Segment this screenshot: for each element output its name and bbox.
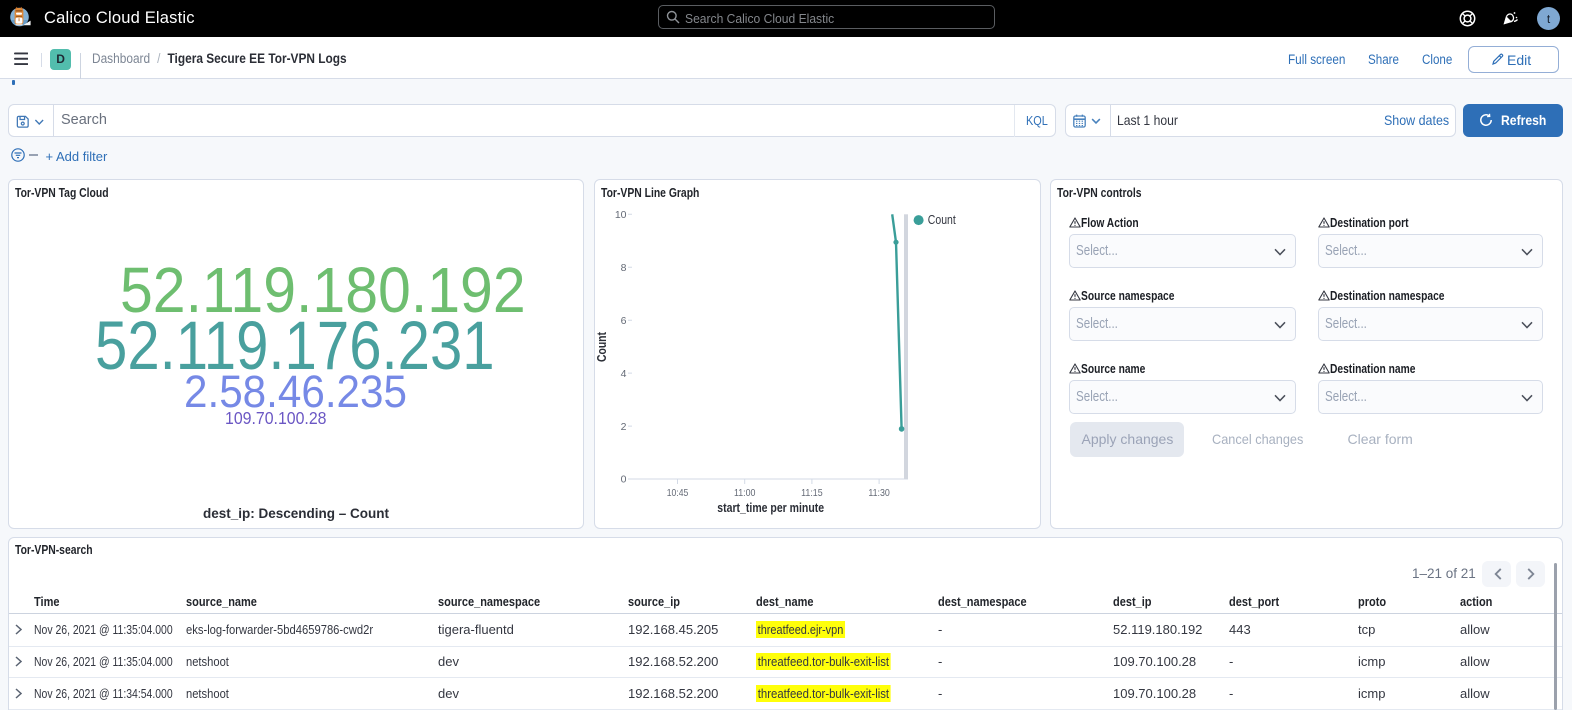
svg-text:6: 6	[621, 315, 627, 327]
svg-text:Count: Count	[595, 331, 609, 362]
svg-text:11:15: 11:15	[801, 487, 823, 499]
svg-text:10:45: 10:45	[667, 487, 689, 499]
svg-text:0: 0	[621, 474, 627, 486]
svg-text:11:00: 11:00	[734, 487, 756, 499]
svg-text:11:30: 11:30	[868, 487, 890, 499]
svg-text:10: 10	[615, 209, 627, 221]
svg-text:4: 4	[621, 368, 627, 380]
svg-text:start_time per minute: start_time per minute	[717, 501, 824, 515]
svg-text:8: 8	[621, 262, 627, 274]
svg-text:2: 2	[621, 421, 627, 433]
svg-text:Count: Count	[928, 213, 956, 227]
